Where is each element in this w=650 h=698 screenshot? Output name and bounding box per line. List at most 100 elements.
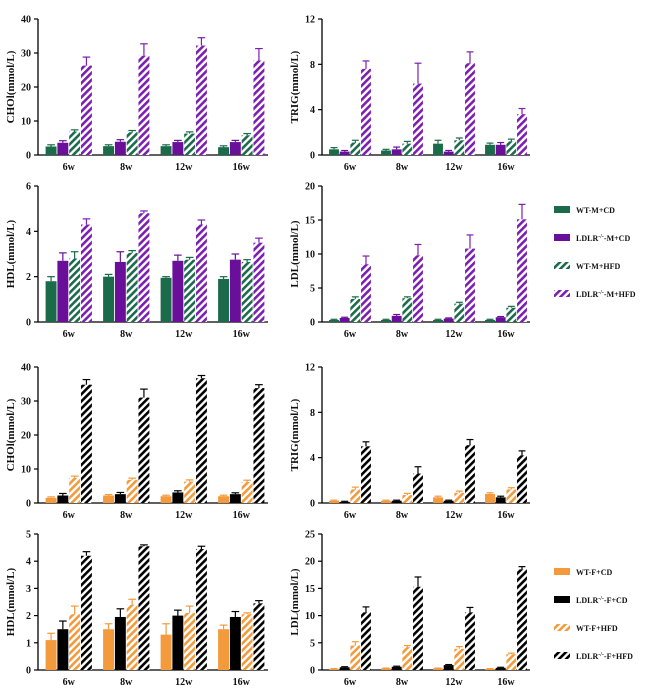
legend-label: WT-F+HFD — [576, 624, 618, 633]
panel-f-hdl: 0 1 2 3 4 5 HDL(mmol/L) 6w 8w 12w 16w — [5, 530, 268, 688]
bar — [218, 496, 230, 503]
bar — [80, 224, 92, 322]
bar — [433, 143, 443, 155]
bar — [69, 131, 81, 155]
y-tick-label: 12 — [305, 15, 315, 26]
legend-label: LDLR-/--M+HFD — [576, 290, 636, 299]
legend-swatch — [554, 568, 570, 575]
y-tick-label: 10 — [305, 611, 315, 622]
bar — [495, 497, 506, 503]
x-tick-label: 8w — [120, 162, 133, 173]
bar — [69, 614, 81, 670]
bar — [80, 384, 92, 503]
legend-swatch — [554, 262, 570, 269]
legend-label: WT-M+CD — [576, 206, 615, 215]
legend-label: WT-M+HFD — [576, 262, 620, 271]
bar — [172, 142, 184, 155]
bar — [350, 142, 361, 155]
bar — [57, 260, 69, 322]
bar — [339, 501, 350, 503]
bar — [454, 492, 465, 503]
x-tick-label: 8w — [120, 510, 133, 521]
bar — [138, 55, 150, 155]
bar — [350, 298, 361, 322]
bar — [517, 219, 527, 322]
x-tick-label: 6w — [63, 329, 76, 340]
y-tick-label: 5 — [310, 638, 315, 649]
bar — [241, 614, 253, 670]
legend-label: LDLR-/--F+CD — [576, 596, 628, 605]
y-tick-label: 15 — [305, 216, 315, 227]
x-tick-label: 8w — [396, 510, 409, 521]
bar — [495, 317, 506, 322]
y-tick-label: 2 — [26, 272, 31, 283]
bar — [381, 319, 391, 322]
bar — [413, 255, 423, 322]
panel-f-trig: 0 4 8 12 TRIG(mmol/L) 6w 8w 12w 16w — [289, 363, 530, 521]
bar — [329, 668, 339, 670]
panel-f-ldl: 0 5 10 15 20 25 LDL(mmol/L) 6w 8w 12w 16w — [289, 530, 530, 688]
y-tick-label: 25 — [305, 530, 315, 541]
y-tick-label: 8 — [310, 60, 315, 71]
bar — [454, 303, 465, 322]
y-axis-label: HDL(mmol/L) — [5, 567, 17, 636]
bar — [160, 496, 172, 503]
bar — [350, 489, 361, 503]
y-tick-label: 3 — [26, 584, 31, 595]
bar — [218, 278, 230, 322]
bar — [253, 603, 265, 670]
y-tick-label: 6 — [26, 182, 31, 193]
x-tick-label: 8w — [120, 329, 133, 340]
x-tick-label: 16w — [497, 162, 515, 173]
y-axis-label: CHOl(mmol/L) — [5, 398, 17, 471]
y-tick-label: 40 — [21, 15, 31, 26]
y-tick-label: 0 — [26, 151, 31, 162]
bar — [172, 615, 184, 670]
bar — [184, 481, 196, 503]
bar — [339, 317, 350, 322]
bar — [229, 616, 241, 670]
y-axis-label: TRIG(mmol/L) — [289, 50, 301, 123]
x-tick-label: 6w — [63, 510, 76, 521]
bar — [195, 378, 207, 503]
bar — [465, 248, 475, 322]
panel-f-chol: 0 10 20 30 40 CHOl(mmol/L) 6w 8w 12w 16w — [5, 363, 268, 521]
x-tick-label: 8w — [396, 329, 409, 340]
bar — [329, 319, 339, 322]
x-tick-label: 12w — [445, 677, 463, 688]
legend-swatch — [554, 652, 570, 659]
y-tick-label: 1 — [26, 638, 31, 649]
y-tick-label: 20 — [305, 182, 315, 193]
y-tick-label: 20 — [305, 557, 315, 568]
y-axis-label: LDL(mmol/L) — [289, 568, 301, 636]
bar — [126, 479, 138, 503]
bar — [443, 500, 454, 503]
x-tick-label: 6w — [344, 162, 357, 173]
bar — [381, 500, 391, 503]
legend-swatch — [554, 290, 570, 297]
panel-m-ldl: 0 5 10 15 20 LDL(mmol/L) 6w 8w 12w 16w — [289, 182, 530, 340]
legend-male: WT-M+CD LDLR-/--M+CD WT-M+HFD LDLR-/--M+HFD — [554, 206, 636, 299]
bar — [391, 149, 402, 155]
bar — [114, 616, 126, 670]
bar — [126, 604, 138, 670]
y-tick-label: 4 — [26, 227, 31, 238]
y-tick-label: 0 — [26, 666, 31, 677]
legend-swatch — [554, 234, 570, 241]
y-tick-label: 40 — [21, 363, 31, 374]
bar — [402, 143, 413, 155]
legend-label: WT-F+CD — [576, 568, 612, 577]
x-tick-label: 16w — [497, 329, 515, 340]
bar — [339, 151, 350, 155]
bar — [361, 446, 371, 503]
bar — [229, 494, 241, 503]
bar — [218, 629, 230, 670]
y-axis-label: CHOl(mmol/L) — [5, 50, 17, 123]
bar — [126, 132, 138, 155]
y-tick-label: 0 — [310, 318, 315, 329]
legend-swatch — [554, 624, 570, 631]
bar — [114, 494, 126, 503]
x-tick-label: 8w — [396, 162, 409, 173]
bar — [195, 224, 207, 322]
bar — [402, 495, 413, 503]
